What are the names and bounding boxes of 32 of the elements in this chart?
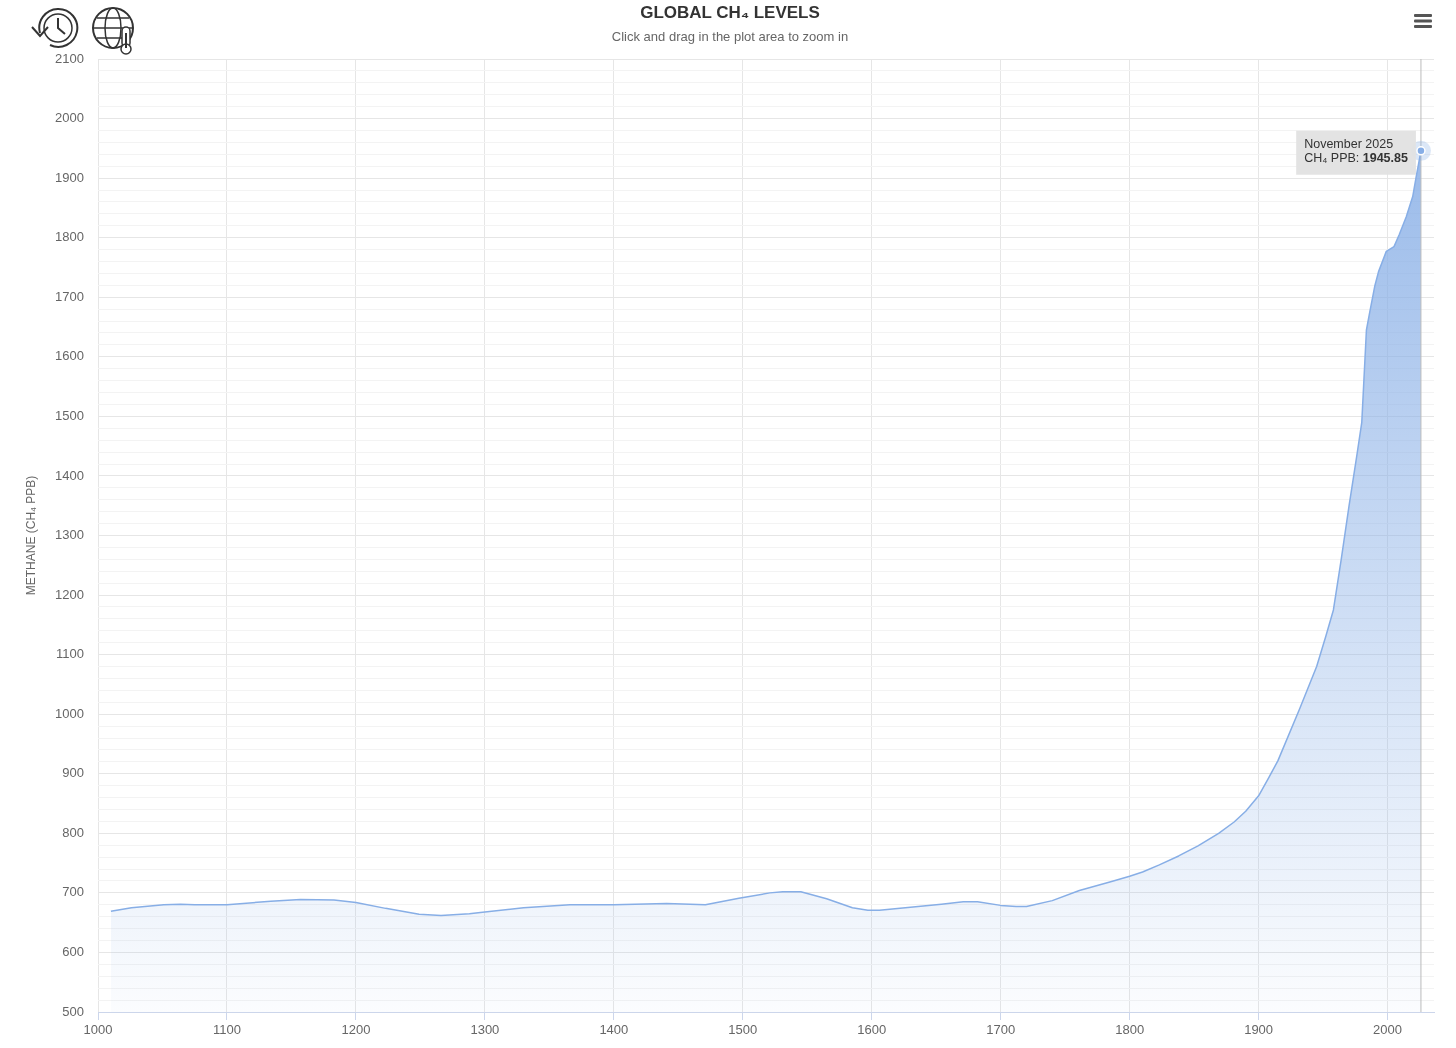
y-tick-label: 1400 [55,467,84,483]
x-tick-label: 1000 [83,1022,113,1038]
y-tick-label: 700 [62,884,84,900]
x-tick-label: 1200 [341,1022,371,1038]
x-tick-label: 1800 [1115,1022,1145,1038]
y-tick-label: 1300 [55,527,84,543]
y-tick-label: 900 [62,765,84,781]
annotation: November 2025 CH₄ PPB: 1945.85 [1304,137,1408,166]
x-tick-label: 1100 [212,1022,241,1038]
y-tick-label: 2000 [55,110,84,126]
y-tick-label: 1700 [55,288,84,304]
x-tick-label: 1600 [857,1022,887,1038]
chart-title: GLOBAL CH₄ LEVELS [640,2,820,22]
y-axis-title: METHANE (CH₄ PPB) [23,475,38,596]
x-tick-label: 2000 [1373,1022,1403,1038]
y-tick-label: 1200 [55,586,84,602]
y-tick-label: 1800 [55,229,84,245]
y-tick-label: 2100 [55,50,84,66]
x-tick-label: 1700 [986,1022,1016,1038]
y-tick-label: 500 [62,1003,84,1019]
x-tick-label: 1900 [1244,1022,1274,1038]
chart-subtitle: Click and drag in the plot area to zoom in [611,28,849,44]
x-tick-label: 1300 [470,1022,500,1038]
x-tick-label: 1400 [599,1022,629,1038]
y-tick-label: 600 [62,944,84,960]
y-tick-label: 1000 [55,705,84,721]
x-tick-label: 1500 [728,1022,758,1038]
y-tick-label: 1600 [55,348,84,364]
y-tick-label: 1900 [55,169,84,185]
y-tick-label: 1500 [55,407,84,423]
y-tick-label: 800 [62,824,84,840]
y-tick-label: 1100 [56,646,84,662]
